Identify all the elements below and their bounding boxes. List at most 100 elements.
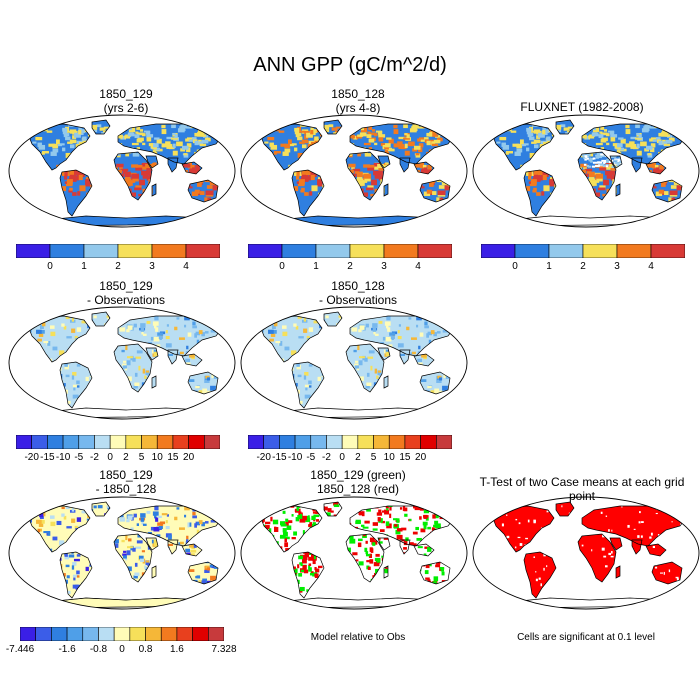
colorbar-tick-label: 20 <box>415 452 427 463</box>
colorbar-swatch <box>83 244 119 258</box>
coastline <box>615 183 621 197</box>
colorbar-swatch <box>326 435 343 449</box>
colorbar-swatch <box>650 244 685 258</box>
colorbar-tick-label: 4 <box>648 261 654 272</box>
coastline <box>419 561 451 585</box>
map-frame <box>472 114 700 228</box>
colorbar-swatch <box>420 435 437 449</box>
coastline <box>491 505 555 553</box>
colorbar-swatch <box>49 244 85 258</box>
colorbar-swatch <box>151 244 187 258</box>
coastline <box>377 347 391 361</box>
colorbar-tick-label: -7.446 <box>5 644 35 655</box>
colorbar-swatch <box>616 244 652 258</box>
colorbar-swatch <box>417 244 452 258</box>
coastline <box>577 533 617 583</box>
colorbar-swatch <box>248 435 264 449</box>
map-green-red <box>240 496 468 610</box>
panel-title-ttest: T-Test of two Case means at each grid po… <box>479 475 685 503</box>
coastline <box>555 501 575 517</box>
colorbar-swatch <box>188 435 205 449</box>
coastline <box>27 123 91 171</box>
coastline <box>323 311 343 327</box>
coastline <box>349 315 455 357</box>
colorbar-tick-label: 20 <box>183 452 195 463</box>
colorbar-swatch <box>349 244 385 258</box>
map-129-minus-obs <box>8 306 236 420</box>
colorbar-swatch <box>388 435 406 449</box>
map-1850-128 <box>240 114 468 228</box>
map-129-minus-128 <box>8 496 236 610</box>
colorbar-tick-label: 0 <box>279 261 285 272</box>
colorbar-tick-label: 2 <box>355 452 361 463</box>
coastline <box>345 343 385 393</box>
colorbar-tick-label: -15 <box>40 452 55 463</box>
colorbar-swatch <box>82 627 99 641</box>
colorbar-swatch <box>172 435 189 449</box>
map-frame <box>240 306 468 420</box>
coastline <box>419 179 451 203</box>
colorbar-swatch <box>548 244 584 258</box>
coastline <box>91 501 111 517</box>
colorbar-tick-label: 3 <box>614 261 620 272</box>
coastline <box>349 123 455 165</box>
colorbar-tick-label: 15 <box>399 452 411 463</box>
colorbar-swatch <box>248 244 283 258</box>
colorbar-swatch <box>208 627 224 641</box>
colorbar-diff-obs-1: -20 -15 -10 -5 -2 0 2 5 10 15 20 <box>16 435 220 467</box>
colorbar-tick-label: 0 <box>107 452 113 463</box>
colorbar-tick-label: 1 <box>81 261 87 272</box>
colorbar-swatch <box>481 244 516 258</box>
colorbar-swatch <box>514 244 550 258</box>
coastline <box>167 539 179 555</box>
coastline <box>91 311 111 327</box>
coastline <box>419 371 451 395</box>
colorbar-diff-obs-2: -20 -15 -10 -5 -2 0 2 5 10 15 20 <box>248 435 452 467</box>
coastline <box>187 179 219 203</box>
colorbar-tick-label: -10 <box>55 452 71 463</box>
coastline <box>291 361 325 409</box>
land-fill <box>28 502 222 608</box>
colorbar-swatch <box>341 435 359 449</box>
colorbar-swatches <box>248 435 452 449</box>
colorbar-swatch <box>294 435 312 449</box>
coastline <box>631 539 643 555</box>
coastline <box>113 343 153 393</box>
coastline <box>645 161 667 175</box>
coastline <box>187 561 219 585</box>
colorbar-swatches <box>20 627 224 641</box>
coastline <box>581 505 687 547</box>
map-frame <box>8 496 236 610</box>
colorbar-tick-label: 2 <box>347 261 353 272</box>
colorbar-tick-label: 15 <box>167 452 179 463</box>
colorbar-swatch <box>383 244 419 258</box>
coastline <box>609 537 623 551</box>
colorbar-swatch <box>78 435 95 449</box>
coastline <box>117 505 223 547</box>
colorbar-swatch <box>156 435 174 449</box>
coastline <box>167 157 179 173</box>
colorbar-swatch <box>47 435 64 449</box>
coastline <box>399 349 411 365</box>
coastline <box>291 551 325 599</box>
coastline <box>383 565 389 579</box>
note-model-relative: Model relative to Obs <box>310 632 406 643</box>
coastline <box>631 157 643 173</box>
coastline <box>345 151 385 201</box>
colorbar-tick-label: 1 <box>313 261 319 272</box>
coastline <box>523 551 557 599</box>
coastline <box>323 119 343 135</box>
figure-title: ANN GPP (gC/m^2/d) <box>253 54 447 76</box>
colorbar-tick-label: 3 <box>149 261 155 272</box>
colorbar-tick-label: 3 <box>381 261 387 272</box>
colorbar-swatch <box>129 627 146 641</box>
colorbar-swatch <box>94 435 111 449</box>
colorbar-swatch <box>281 244 317 258</box>
land-fill <box>28 312 222 408</box>
colorbar-tick-label: 7.328 <box>211 644 237 655</box>
colorbar-swatch <box>279 435 296 449</box>
coastline <box>259 505 323 553</box>
land-fill <box>260 312 454 408</box>
coastline <box>59 361 93 409</box>
map-frame <box>240 496 468 610</box>
